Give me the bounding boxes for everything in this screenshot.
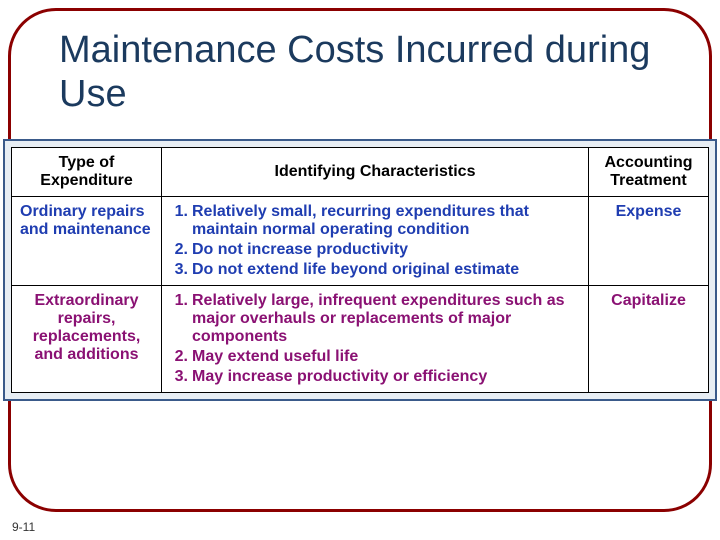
header-treatment: Accounting Treatment [589, 148, 709, 197]
char-num: 3. [170, 368, 188, 386]
cell-type: Ordinary repairs and maintenance [12, 197, 162, 286]
expenditure-table: Type of Expenditure Identifying Characte… [11, 147, 709, 393]
char-text: Relatively small, recurring expenditures… [192, 203, 580, 239]
table-row: Extraordinary repairs, replacements, and… [12, 286, 709, 393]
char-num: 2. [170, 348, 188, 366]
cell-type: Extraordinary repairs, replacements, and… [12, 286, 162, 393]
cell-treatment: Capitalize [589, 286, 709, 393]
char-num: 1. [170, 203, 188, 239]
table-row: Ordinary repairs and maintenance 1. Rela… [12, 197, 709, 286]
slide-title: Maintenance Costs Incurred during Use [59, 29, 681, 116]
char-num: 2. [170, 241, 188, 259]
cell-treatment: Expense [589, 197, 709, 286]
char-text: Do not increase productivity [192, 241, 580, 259]
header-characteristics: Identifying Characteristics [162, 148, 589, 197]
char-text: Relatively large, infrequent expenditure… [192, 292, 580, 346]
char-text: May extend useful life [192, 348, 580, 366]
table-header-row: Type of Expenditure Identifying Characte… [12, 148, 709, 197]
table-container: Type of Expenditure Identifying Characte… [3, 139, 717, 401]
slide-frame: Maintenance Costs Incurred during Use Ty… [8, 8, 712, 512]
cell-characteristics: 1. Relatively large, infrequent expendit… [162, 286, 589, 393]
characteristic-list: 1. Relatively small, recurring expenditu… [170, 203, 580, 279]
page-number: 9-11 [12, 520, 35, 534]
header-type: Type of Expenditure [12, 148, 162, 197]
char-num: 3. [170, 261, 188, 279]
cell-characteristics: 1. Relatively small, recurring expenditu… [162, 197, 589, 286]
characteristic-list: 1. Relatively large, infrequent expendit… [170, 292, 580, 386]
char-text: Do not extend life beyond original estim… [192, 261, 580, 279]
char-text: May increase productivity or efficiency [192, 368, 580, 386]
char-num: 1. [170, 292, 188, 346]
